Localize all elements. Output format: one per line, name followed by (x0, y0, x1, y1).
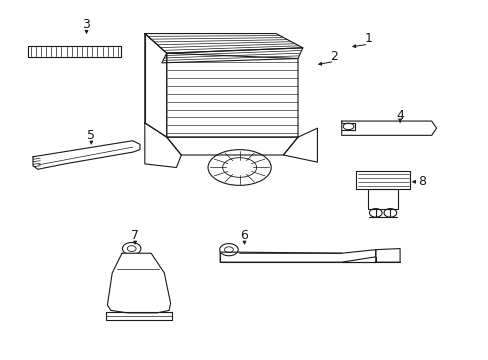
Polygon shape (144, 123, 181, 167)
Polygon shape (166, 137, 297, 155)
Polygon shape (144, 33, 302, 53)
Polygon shape (356, 171, 409, 189)
Polygon shape (375, 249, 399, 262)
Text: 7: 7 (131, 229, 139, 242)
Polygon shape (283, 128, 317, 162)
Polygon shape (341, 121, 436, 135)
Polygon shape (106, 312, 171, 320)
Text: 4: 4 (395, 109, 403, 122)
Text: 1: 1 (364, 32, 372, 45)
Text: 2: 2 (330, 50, 338, 63)
Text: 5: 5 (87, 129, 95, 142)
Polygon shape (144, 33, 166, 137)
Polygon shape (166, 53, 297, 137)
Text: 3: 3 (82, 18, 90, 31)
Text: 8: 8 (417, 175, 425, 188)
Polygon shape (33, 141, 140, 169)
Polygon shape (162, 48, 302, 63)
Polygon shape (107, 253, 170, 313)
Polygon shape (28, 46, 120, 57)
Polygon shape (368, 189, 397, 208)
Text: 6: 6 (240, 229, 248, 242)
